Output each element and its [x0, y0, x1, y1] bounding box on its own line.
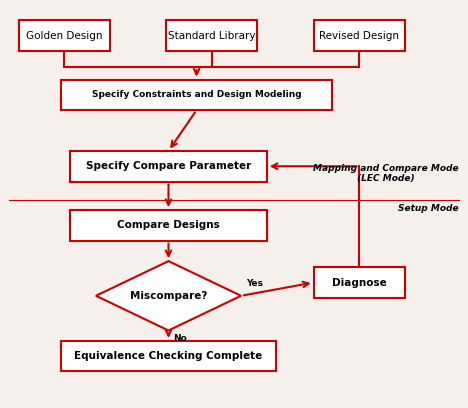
Polygon shape — [96, 261, 241, 330]
FancyBboxPatch shape — [70, 151, 267, 182]
Text: Specify Compare Parameter: Specify Compare Parameter — [86, 161, 251, 171]
Text: Setup Mode: Setup Mode — [398, 204, 459, 213]
FancyBboxPatch shape — [61, 341, 276, 371]
FancyBboxPatch shape — [314, 267, 405, 298]
FancyBboxPatch shape — [166, 20, 257, 51]
FancyBboxPatch shape — [61, 80, 332, 110]
Text: Diagnose: Diagnose — [332, 277, 387, 288]
Text: Specify Constraints and Design Modeling: Specify Constraints and Design Modeling — [92, 90, 301, 100]
Text: No: No — [173, 334, 187, 343]
FancyBboxPatch shape — [70, 210, 267, 241]
Text: Miscompare?: Miscompare? — [130, 291, 207, 301]
Text: Revised Design: Revised Design — [319, 31, 399, 41]
Text: Standard Library: Standard Library — [168, 31, 256, 41]
Text: Golden Design: Golden Design — [26, 31, 102, 41]
Text: Mapping and Compare Mode
(LEC Mode): Mapping and Compare Mode (LEC Mode) — [313, 164, 459, 183]
Text: Compare Designs: Compare Designs — [117, 220, 220, 231]
Text: Equivalence Checking Complete: Equivalence Checking Complete — [74, 351, 263, 361]
FancyBboxPatch shape — [314, 20, 405, 51]
FancyBboxPatch shape — [19, 20, 110, 51]
Text: Yes: Yes — [246, 279, 263, 288]
